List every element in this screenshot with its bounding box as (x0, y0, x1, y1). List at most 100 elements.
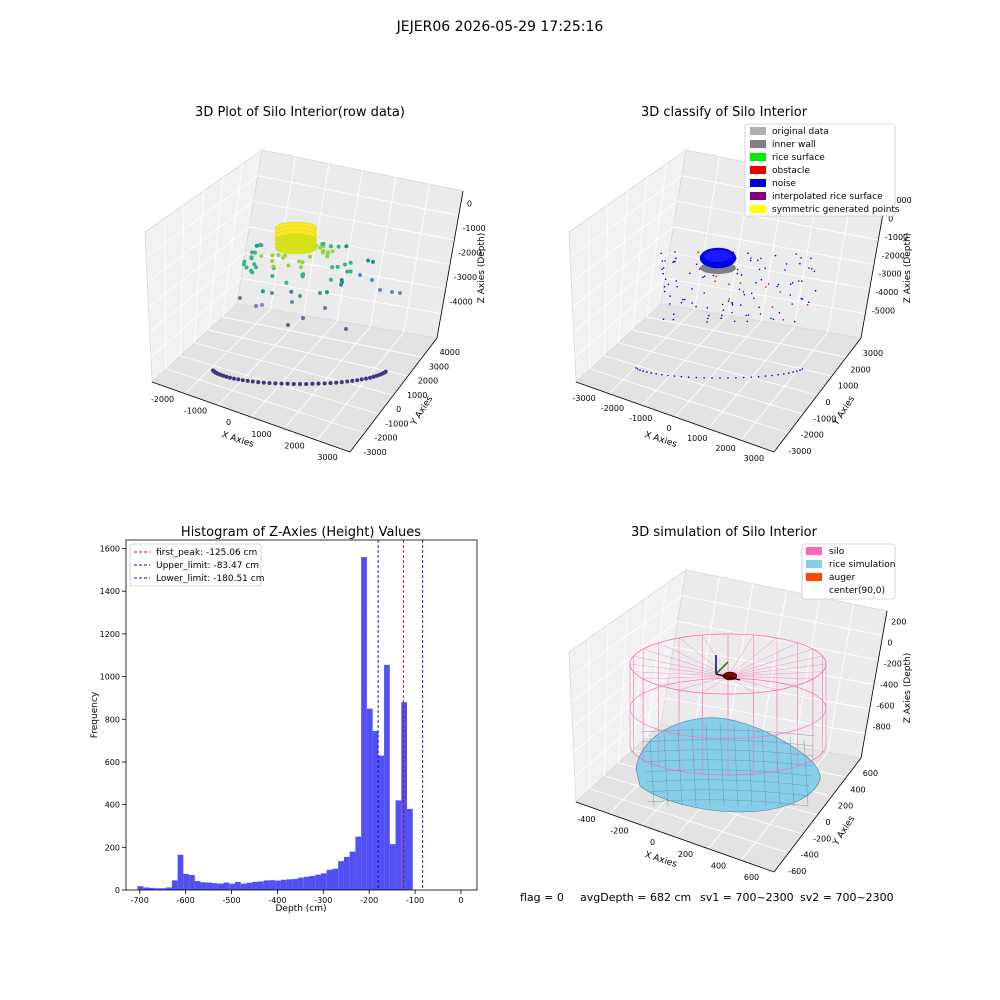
scatter-point (370, 278, 374, 282)
scatter-point (344, 327, 348, 331)
x-tick-label: 400 (711, 862, 726, 871)
y-tick-label: -3000 (788, 447, 811, 456)
grid-line (569, 175, 683, 258)
scatter-point (661, 373, 663, 376)
scatter-point (291, 382, 296, 386)
scatter-point (336, 244, 341, 249)
scatter-point (254, 265, 259, 270)
histogram-bar (240, 883, 247, 890)
scatter-point (364, 376, 368, 381)
scatter-point (330, 249, 335, 254)
scatter-point (682, 298, 684, 301)
scatter-point (289, 289, 294, 294)
scatter-point (668, 303, 671, 305)
x-tick-label: -2000 (601, 404, 624, 413)
scatter-point (284, 280, 289, 285)
scatter-point (270, 291, 274, 295)
scatter-point (749, 259, 752, 262)
scatter-point (706, 307, 709, 309)
z-tick-label: 1000 (891, 196, 911, 205)
scatter-point (728, 298, 730, 300)
legend-label: inner wall (772, 140, 816, 150)
scatter-point (320, 250, 325, 255)
scatter-point (758, 306, 760, 309)
scatter-point (260, 303, 264, 307)
scatter-point (324, 290, 329, 295)
panel4-xlabel: X Axies (643, 850, 678, 870)
panel4-ylabel: Y Axies (831, 814, 857, 848)
grid-line (740, 332, 829, 441)
legend-label: silo (829, 547, 845, 557)
scatter-point (240, 378, 245, 383)
histogram-bar (269, 880, 276, 890)
scatter-point (801, 280, 803, 282)
y-tick-label: 0 (115, 886, 120, 895)
scatter-point (771, 374, 773, 377)
scatter-point (719, 377, 721, 379)
scatter-point (792, 371, 794, 373)
legend-label: noise (772, 179, 796, 189)
scatter-point (261, 380, 266, 385)
scatter-point (777, 373, 779, 376)
histogram-bar (326, 869, 333, 890)
legend-swatch (750, 192, 766, 200)
footer-flag: flag = 0 (520, 891, 564, 904)
panel-classify: 3D classify of Silo Interior -3000-2000-… (568, 105, 913, 463)
scatter-point (253, 250, 258, 255)
scatter-point (281, 255, 286, 260)
scatter-point (680, 375, 683, 378)
surface-mesh (803, 739, 809, 807)
scatter-point (664, 260, 666, 262)
scatter-point (764, 267, 766, 270)
legend-label: obstacle (772, 166, 810, 176)
x-tick-label: -500 (222, 896, 240, 905)
scatter-point (750, 292, 753, 295)
scatter-point (720, 317, 722, 320)
scatter-point (663, 286, 666, 288)
scatter-point (735, 377, 737, 379)
histogram-bar (349, 851, 356, 890)
y-tick-label: 400 (850, 785, 865, 794)
scatter-point (359, 377, 364, 382)
scatter-point (298, 382, 302, 386)
panel4-silo-wireframe (629, 633, 827, 776)
histogram-bar (143, 887, 149, 890)
scatter-point (745, 314, 748, 317)
silo-roof-wire (727, 675, 798, 686)
histogram-bar (343, 856, 350, 890)
scatter-point (722, 309, 725, 311)
scatter-point (328, 381, 333, 385)
panel1-ticks: -2000-10000100020003000-3000-2000-100001… (151, 199, 486, 462)
panel4-ticks: -400 -200 0 200 400 600 -600 -400 -200 0 200 400 600… (577, 618, 906, 883)
surface-mesh (789, 736, 795, 807)
scatter-point (345, 269, 350, 274)
histogram-bar (378, 755, 385, 890)
legend-swatch (806, 573, 822, 581)
scatter-point (300, 260, 305, 265)
histogram-bar (303, 876, 310, 890)
scatter-point (721, 303, 724, 306)
scatter-point (736, 272, 739, 275)
scatter-point (799, 262, 801, 265)
scatter-point (760, 257, 762, 260)
scatter-point (695, 305, 697, 308)
y-axis-line (349, 337, 438, 453)
scatter-point (355, 378, 360, 383)
scatter-point (368, 375, 372, 380)
scatter-point (256, 380, 261, 385)
scatter-point (308, 254, 313, 259)
x-tick-label: -100 (406, 896, 424, 905)
scatter-point (325, 251, 330, 255)
scatter-point (383, 369, 388, 374)
silo-roof-wire (633, 671, 729, 677)
scatter-point (270, 259, 275, 263)
scatter-point (687, 376, 690, 379)
histogram-bar (189, 875, 195, 890)
y-tick-label: 800 (105, 715, 120, 724)
scatter-point (742, 291, 745, 293)
scatter-point (743, 293, 746, 296)
scatter-point (236, 377, 241, 382)
scatter-point (772, 318, 775, 321)
z-tick-label: -800 (873, 723, 891, 732)
